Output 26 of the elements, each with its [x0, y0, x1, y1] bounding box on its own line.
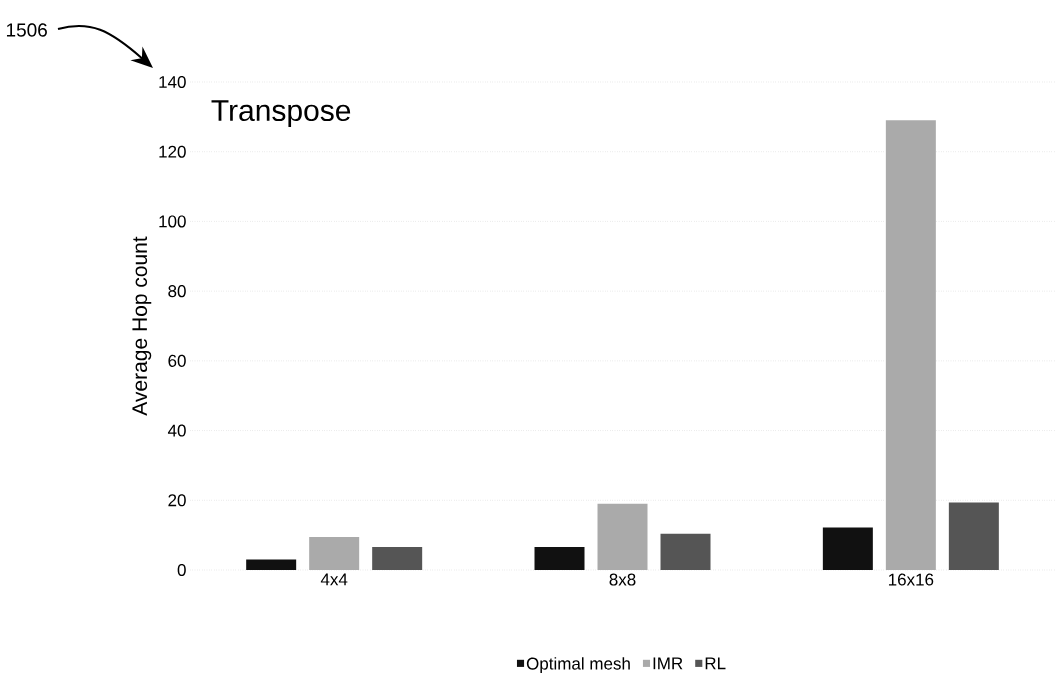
bar	[372, 546, 423, 570]
y-tick-label: 40	[167, 424, 186, 437]
legend-label: IMR	[653, 657, 683, 670]
legend-label: RL	[705, 657, 726, 670]
bar	[885, 120, 936, 570]
text: 1506	[6, 23, 47, 37]
y-tick-label: 120	[159, 145, 186, 158]
y-tick-label: 80	[168, 285, 186, 298]
x-tick-label: 8x8	[609, 573, 636, 586]
bar	[246, 559, 297, 570]
x-tick-label: 16x16	[888, 573, 934, 586]
bar	[309, 536, 360, 570]
y-tick-label: 0	[177, 563, 186, 577]
legend-label: Optimal mesh	[526, 657, 630, 674]
x-tick-label: 4x4	[320, 573, 348, 586]
y-tick-label: 60	[168, 354, 186, 367]
y-axis-title: Average Hop count	[132, 236, 152, 416]
y-tick-label: 140	[159, 75, 186, 89]
bar	[822, 527, 873, 570]
bar	[534, 546, 585, 570]
y-tick-label: 100	[159, 215, 186, 228]
bar	[948, 502, 999, 570]
bar	[597, 503, 648, 570]
text: Transpose	[211, 100, 351, 128]
bar	[660, 533, 711, 570]
y-tick-label: 20	[168, 494, 186, 507]
